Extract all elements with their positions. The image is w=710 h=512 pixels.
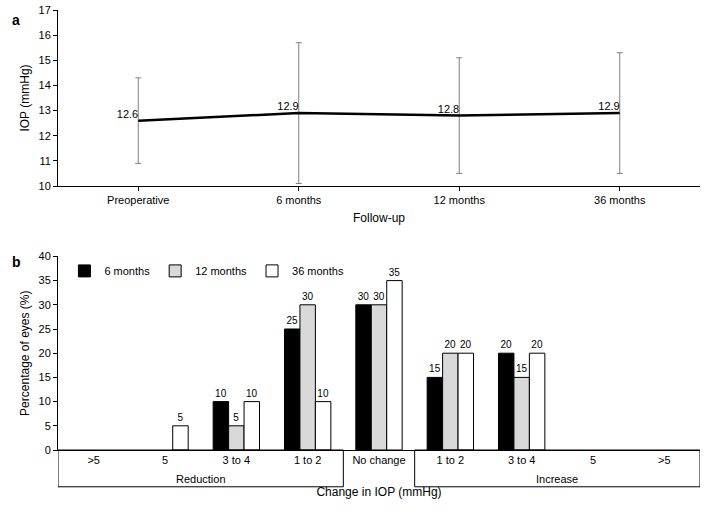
svg-text:No change: No change (352, 454, 405, 466)
svg-text:14: 14 (39, 79, 51, 91)
svg-text:3 to 4: 3 to 4 (508, 454, 536, 466)
svg-text:3 to 4: 3 to 4 (223, 454, 251, 466)
svg-text:30: 30 (302, 291, 314, 302)
svg-text:5: 5 (162, 454, 168, 466)
svg-text:5: 5 (177, 412, 183, 423)
svg-text:30: 30 (39, 299, 51, 311)
svg-text:13: 13 (39, 104, 51, 116)
svg-text:IOP (mmHg): IOP (mmHg) (18, 64, 32, 131)
svg-text:15: 15 (39, 54, 51, 66)
svg-text:Percentage of eyes (%): Percentage of eyes (%) (18, 290, 32, 415)
svg-text:30: 30 (358, 291, 370, 302)
svg-text:25: 25 (39, 323, 51, 335)
svg-text:12: 12 (39, 130, 51, 142)
svg-text:6 months: 6 months (276, 194, 322, 206)
svg-text:Change in IOP (mmHg): Change in IOP (mmHg) (316, 485, 441, 499)
svg-text:1 to 2: 1 to 2 (294, 454, 322, 466)
svg-text:10: 10 (215, 388, 227, 399)
svg-text:35: 35 (39, 274, 51, 286)
svg-text:36 months: 36 months (594, 194, 646, 206)
svg-text:20: 20 (500, 339, 512, 350)
svg-text:11: 11 (39, 155, 50, 167)
svg-text:36 months: 36 months (292, 265, 344, 277)
svg-text:15: 15 (516, 363, 528, 374)
svg-text:12.9: 12.9 (598, 100, 619, 112)
svg-text:20: 20 (460, 339, 472, 350)
svg-text:b: b (12, 254, 21, 270)
svg-text:20: 20 (445, 339, 457, 350)
svg-text:15: 15 (39, 371, 51, 383)
svg-text:15: 15 (429, 363, 441, 374)
svg-text:20: 20 (531, 339, 543, 350)
svg-text:30: 30 (373, 291, 385, 302)
svg-text:10: 10 (317, 388, 329, 399)
svg-text:1 to 2: 1 to 2 (437, 454, 465, 466)
svg-text:6 months: 6 months (104, 265, 150, 277)
svg-text:Increase: Increase (536, 473, 578, 485)
svg-text:Follow-up: Follow-up (353, 211, 405, 225)
svg-text:a: a (12, 12, 20, 28)
svg-text:0: 0 (45, 444, 51, 456)
svg-text:5: 5 (233, 412, 239, 423)
svg-text:>5: >5 (658, 454, 671, 466)
svg-text:>5: >5 (87, 454, 100, 466)
svg-text:Preoperative: Preoperative (107, 194, 169, 206)
svg-text:25: 25 (286, 315, 298, 326)
svg-text:12.8: 12.8 (438, 103, 459, 115)
svg-text:40: 40 (39, 250, 51, 262)
svg-text:20: 20 (39, 347, 51, 359)
svg-text:10: 10 (246, 388, 258, 399)
svg-text:10: 10 (39, 180, 51, 192)
svg-text:Reduction: Reduction (176, 473, 226, 485)
svg-text:5: 5 (45, 420, 51, 432)
svg-text:35: 35 (389, 267, 401, 278)
svg-text:17: 17 (39, 4, 51, 16)
svg-text:5: 5 (590, 454, 596, 466)
svg-text:12.9: 12.9 (277, 100, 298, 112)
svg-text:12.6: 12.6 (117, 108, 138, 120)
svg-text:12 months: 12 months (195, 265, 247, 277)
svg-text:10: 10 (39, 395, 51, 407)
svg-text:16: 16 (39, 29, 51, 41)
svg-text:12 months: 12 months (434, 194, 486, 206)
